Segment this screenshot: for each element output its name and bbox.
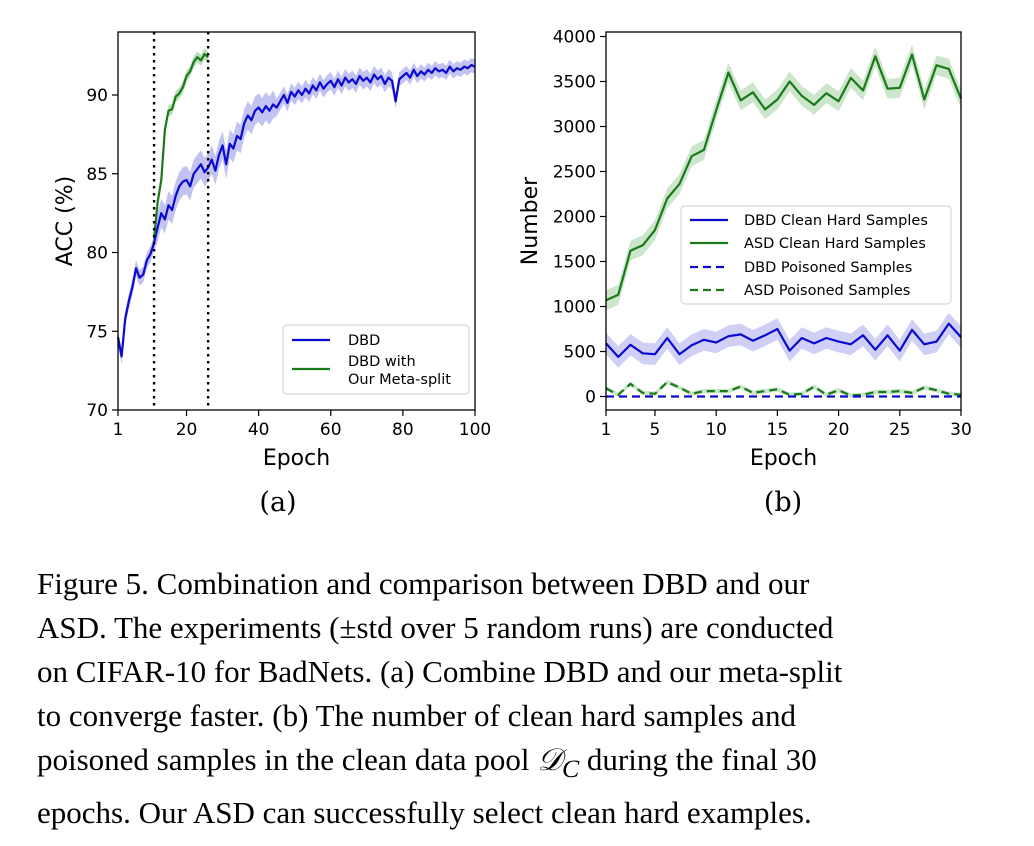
panel-b-chart: 1 5 10 15 20 25 30 050010001500200025003000350… [518,28,972,519]
panel-b-y-tick-label: 0 [585,388,596,408]
panel-a-legend: DBD DBD with Our Meta-split [282,324,470,395]
panel-b-x-tick-label: 15 [767,420,789,440]
panel-b-y-tick-label: 500 [564,343,596,363]
panel-a-x-tick-label: 40 [248,420,270,440]
panel-b-y-ticks: 0 500 1000 1500 2000 2500 3000 3500 4000 [553,28,606,408]
panel-a-x-label: Epoch [263,446,330,471]
panel-a-x-ticks: 1 20 40 60 80 100 [113,410,491,440]
meta-split-line [152,52,209,239]
panel-b-x-tick-label: 1 [601,420,612,440]
caption-math-symbol: 𝒟 [537,742,562,777]
panel-b-y-tick-label: 2500 [553,163,596,183]
caption-line-3: on CIFAR-10 for BadNets. (a) Combine DBD… [37,654,843,689]
legend-label-meta-split: DBD with Our Meta-split [348,354,451,388]
legend-label-dbd-poisoned: DBD Poisoned Samples [744,260,912,276]
caption-line-5b: during the final 30 [586,742,817,777]
caption-line-5a: poisoned samples in the clean data pool [37,742,530,777]
asd-poisoned-band [606,379,961,398]
panel-b-y-tick-label: 3000 [553,118,596,138]
panel-a-y-tick-label: 70 [86,401,108,421]
dbd-clean-hard-line [605,322,962,358]
panel-b-x-ticks: 1 5 10 15 20 25 30 [601,410,972,440]
panel-b-x-tick-label: 10 [705,420,727,440]
asd-clean-hard-line [605,53,963,302]
panel-a-legend-box [282,324,470,395]
caption-math-dc: 𝒟C [537,742,579,783]
caption-line-6: epochs. Our ASD can successfully select … [37,795,812,831]
meta-split-std-band [154,48,209,244]
caption-math-subscript: C [561,754,580,784]
legend-label-meta-split-line: DBD with [348,354,416,370]
dbd-line [116,63,476,358]
legend-label-dbd-clean-hard: DBD Clean Hard Samples [744,213,928,229]
panel-b-y-tick-label: 2000 [553,208,596,228]
panel-a-y-tick-label: 90 [86,86,108,106]
panel-a-x-tick-label: 20 [176,420,198,440]
asd-poisoned-line [605,380,962,397]
panel-a-chart: 1 20 40 60 80 100 70 75 80 85 90 Epoch ACC (%) DB… [53,31,491,518]
panel-b-y-label: Number [518,176,543,265]
panel-b-x-tick-label: 5 [650,420,661,440]
panel-b-y-tick-label: 3500 [553,73,596,93]
legend-label-meta-split-line: Our Meta-split [348,372,451,388]
panel-b-y-tick-label: 4000 [553,28,596,48]
panel-b-frame [605,31,962,411]
caption-line-5: poisoned samples in the clean data pool … [37,738,997,791]
caption-line-2: ASD. The experiments (±std over 5 random… [37,610,834,645]
panel-a-y-tick-label: 85 [86,165,108,185]
panel-b-y-tick-label: 1500 [553,253,596,273]
panel-a-x-tick-label: 100 [459,420,491,440]
panel-b-x-label: Epoch [750,446,817,471]
epoch-marker-lines [152,32,210,410]
panel-a-x-tick-label: 60 [320,420,342,440]
panel-b-x-tick-label: 30 [950,420,972,440]
panel-a-y-ticks: 70 75 80 85 90 [86,86,118,421]
panel-a-x-tick-label: 1 [113,420,124,440]
figure-caption: Figure 5. Combination and comparison bet… [37,562,997,835]
panel-a-frame [117,31,476,411]
panel-b-x-tick-label: 25 [889,420,911,440]
panel-b-label: (b) [764,487,802,518]
panel-a-y-label: ACC (%) [53,176,78,266]
accuracy-lines [116,52,476,358]
panel-a-y-tick-label: 75 [86,322,108,342]
accuracy-std-bands [118,48,475,365]
caption-line-1: Figure 5. Combination and comparison bet… [37,566,810,601]
panel-b-x-tick-label: 20 [828,420,850,440]
sample-count-lines [605,53,963,398]
panel-b-y-tick-label: 1000 [553,298,596,318]
panel-b-legend-box [680,205,952,305]
legend-label-asd-poisoned: ASD Poisoned Samples [744,283,910,299]
panel-a-label: (a) [259,487,296,518]
panel-a-y-tick-label: 80 [86,244,108,264]
legend-label-asd-clean-hard: ASD Clean Hard Samples [744,236,926,252]
legend-label-dbd: DBD [348,333,380,349]
asd-clean-hard-band [606,44,961,311]
panel-b-legend: DBD Clean Hard Samples ASD Clean Hard Sa… [680,205,952,305]
panel-a-x-tick-label: 80 [392,420,414,440]
caption-line-4: to converge faster. (b) The number of cl… [37,698,796,733]
